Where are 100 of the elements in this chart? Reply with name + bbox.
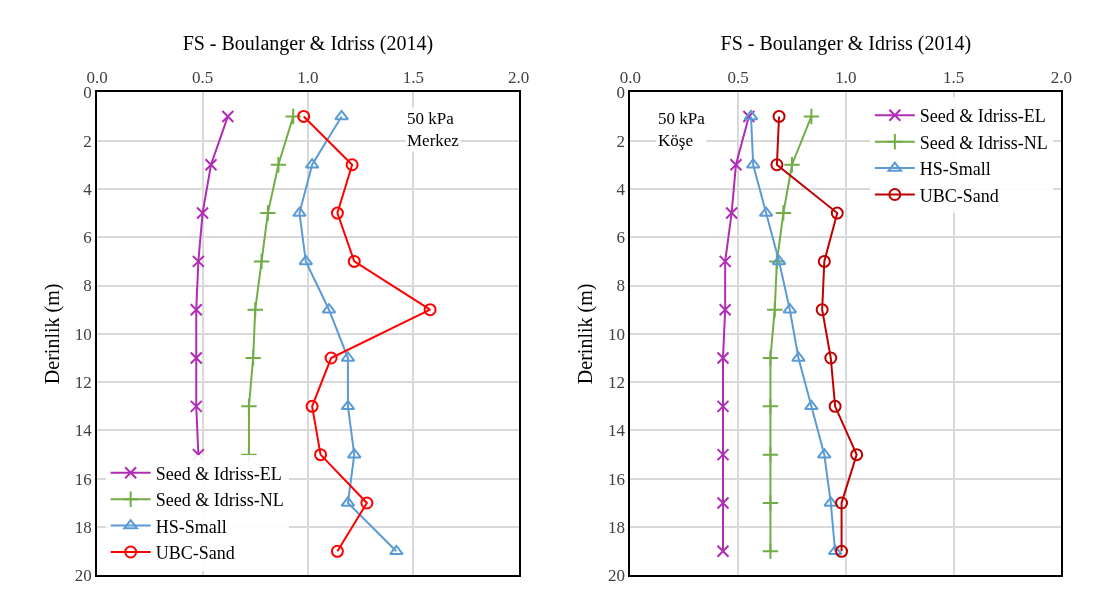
point — [835, 544, 849, 558]
y-tick-label: 18 — [74, 518, 92, 538]
point — [330, 544, 344, 558]
point — [774, 204, 793, 222]
y-tick-label: 16 — [74, 469, 92, 489]
x-tick-label: 1.5 — [943, 68, 965, 88]
y-tick-label: 6 — [616, 228, 625, 248]
point — [360, 496, 374, 510]
y-tick-label: 6 — [83, 228, 92, 248]
point — [716, 351, 730, 365]
point — [189, 351, 203, 365]
point — [389, 544, 404, 556]
point — [240, 397, 258, 416]
x-tick-label: 1.0 — [835, 68, 857, 88]
point — [716, 496, 730, 510]
point — [718, 303, 732, 317]
point — [828, 399, 842, 413]
point — [770, 158, 784, 172]
point — [761, 445, 780, 464]
point — [347, 254, 361, 268]
point — [802, 107, 821, 126]
point — [340, 399, 356, 411]
point — [204, 158, 218, 172]
y-tick-label: 2 — [83, 131, 92, 151]
point — [189, 399, 203, 413]
point — [827, 544, 843, 556]
point — [815, 303, 829, 317]
point — [244, 349, 262, 367]
annotation: 50 kPa Merkez — [407, 109, 460, 151]
x-tick-label: 0.5 — [191, 68, 214, 88]
y-tick-label: 14 — [607, 421, 626, 441]
point — [297, 109, 311, 123]
x-tick-label: 2.0 — [507, 68, 530, 88]
point — [345, 158, 359, 172]
y-axis-title: Derinlik (m) — [40, 283, 64, 385]
point — [725, 206, 739, 220]
x-tick-label: 1.5 — [402, 68, 424, 88]
y-axis-title: Derinlik (m) — [573, 283, 597, 385]
point — [423, 303, 437, 317]
point — [772, 109, 786, 123]
point — [269, 156, 288, 174]
x-axis-title: FS - Boulanger & Idriss (2014) — [182, 32, 434, 56]
point — [718, 254, 732, 268]
point — [246, 301, 264, 319]
point — [835, 496, 849, 510]
legend-label: Seed & Idriss-NL — [919, 132, 1048, 153]
y-tick-label: 12 — [607, 373, 625, 393]
point — [221, 109, 235, 123]
y-tick-label: 4 — [83, 179, 93, 199]
point — [761, 397, 780, 416]
legend-label: UBC-Sand — [155, 543, 235, 564]
point — [259, 204, 277, 222]
legend-label: HS-Small — [155, 516, 227, 537]
y-tick-label: 20 — [74, 566, 92, 586]
point — [189, 303, 203, 317]
y-tick-label: 2 — [616, 131, 625, 151]
point — [783, 156, 801, 174]
legend-label: Seed & Idriss-NL — [155, 490, 284, 511]
point — [761, 494, 780, 512]
y-tick-label: 20 — [607, 566, 625, 586]
point — [284, 107, 302, 126]
x-tick-label: 1.0 — [297, 68, 319, 88]
point — [716, 544, 730, 558]
legend-label: Seed & Idriss-EL — [919, 106, 1046, 127]
x-tick-label: 2.0 — [1050, 68, 1073, 88]
point — [761, 349, 780, 367]
point — [314, 448, 328, 462]
legend-label: UBC-Sand — [919, 185, 999, 206]
y-tick-label: 10 — [74, 324, 92, 344]
y-tick-label: 8 — [616, 276, 625, 296]
point — [330, 206, 344, 220]
point — [766, 301, 784, 319]
point — [771, 254, 787, 266]
annotation: 50 kPa Köşe — [658, 109, 706, 151]
point — [716, 399, 730, 413]
legend-label: HS-Small — [919, 159, 991, 180]
point — [191, 254, 205, 268]
point — [729, 158, 743, 172]
point — [305, 399, 319, 413]
point — [324, 351, 338, 365]
point — [716, 448, 730, 462]
point — [252, 252, 271, 271]
point — [830, 206, 844, 220]
y-tick-label: 12 — [74, 373, 92, 393]
y-tick-label: 8 — [83, 276, 92, 296]
y-tick-label: 16 — [607, 469, 625, 489]
x-axis-title: FS - Boulanger & Idriss (2014) — [720, 32, 972, 56]
point — [334, 109, 349, 121]
point — [196, 206, 210, 220]
y-tick-label: 14 — [74, 421, 93, 441]
point — [791, 351, 806, 362]
y-tick-label: 10 — [607, 324, 625, 344]
point — [298, 254, 314, 266]
y-tick-label: 18 — [607, 518, 625, 538]
point — [292, 206, 307, 217]
point — [817, 254, 831, 268]
y-tick-label: 4 — [616, 179, 626, 199]
point — [761, 542, 780, 560]
point — [804, 399, 819, 411]
x-tick-label: 0.5 — [727, 68, 749, 88]
